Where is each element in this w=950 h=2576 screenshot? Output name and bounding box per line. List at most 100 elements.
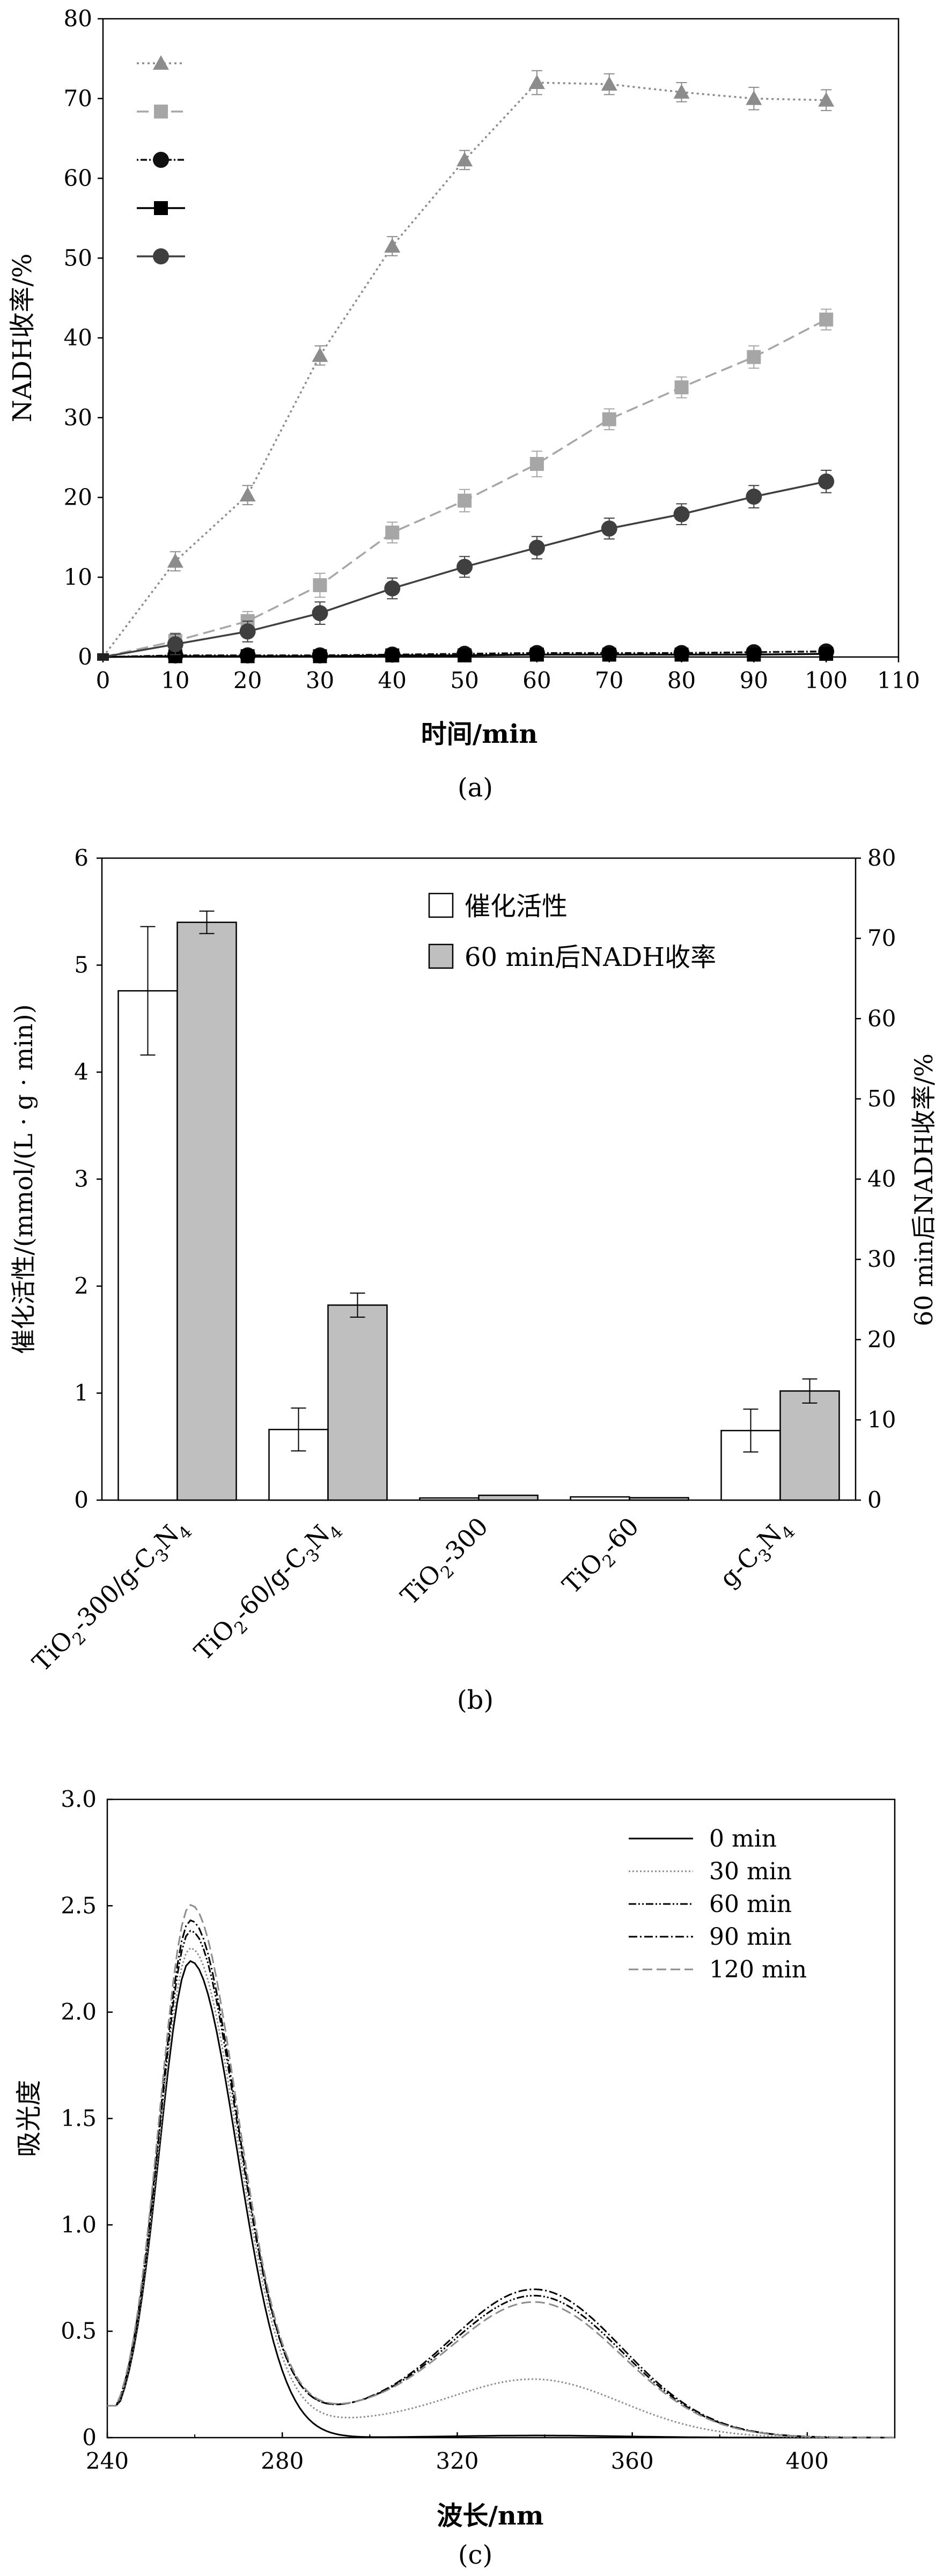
y-tick-label: 1 bbox=[74, 1380, 89, 1406]
x-tick-label: 400 bbox=[786, 2448, 829, 2474]
legend-marker bbox=[154, 201, 168, 215]
y-tick-label: 10 bbox=[64, 564, 92, 590]
y-tick-label: 1.5 bbox=[61, 2105, 97, 2131]
y-tick-label: 50 bbox=[64, 245, 92, 271]
bar-yield bbox=[327, 1304, 388, 1501]
series-line bbox=[107, 1919, 895, 2439]
bar-yield bbox=[176, 921, 237, 1501]
data-point bbox=[312, 605, 328, 622]
y2-axis-label: 60 min后NADH收率/% bbox=[909, 1053, 938, 1326]
panel-label: (c) bbox=[458, 2540, 492, 2570]
data-point bbox=[819, 312, 834, 327]
data-point bbox=[97, 653, 109, 661]
y-tick-label: 80 bbox=[64, 5, 92, 32]
data-point bbox=[313, 578, 327, 593]
data-point bbox=[529, 457, 544, 471]
x-category-label: g-C3N4 bbox=[714, 1512, 799, 1597]
x-tick-label: 240 bbox=[86, 2448, 129, 2474]
legend-marker bbox=[153, 248, 169, 264]
data-point bbox=[458, 493, 472, 508]
chart-panel-c: 0 0.5 1.0 1.5 2.0 2.5 3.0 240 280 320 360 400 波长/nm 吸… bbox=[14, 1786, 896, 2570]
bar-activity bbox=[570, 1496, 630, 1501]
data-point bbox=[167, 636, 183, 653]
x-tick-label: 30 bbox=[306, 667, 334, 693]
panel-label: (b) bbox=[457, 1685, 494, 1715]
x-tick-label: 60 bbox=[522, 667, 551, 693]
bar-yield bbox=[779, 1390, 840, 1501]
data-point bbox=[674, 647, 689, 662]
series-30-min bbox=[107, 1947, 895, 2439]
y2-tick-label: 60 bbox=[867, 1005, 896, 1031]
data-point bbox=[384, 580, 401, 597]
chart-panel-a: 0 10 20 30 40 50 60 70 80 0 10 20 30 40 50 60 70 80 90 100 1… bbox=[8, 5, 920, 803]
series-TiO2-60/g-C3N4 bbox=[97, 308, 834, 661]
y-tick-label: 5 bbox=[74, 952, 89, 978]
series-line bbox=[102, 319, 827, 658]
y-tick-label: 4 bbox=[74, 1059, 89, 1085]
y-tick-label: 1.0 bbox=[61, 2211, 97, 2238]
data-point bbox=[674, 380, 689, 395]
legend-label: 120 min bbox=[709, 1956, 807, 1983]
data-point bbox=[602, 412, 616, 426]
plot-frame bbox=[102, 18, 900, 658]
series-120-min bbox=[107, 1903, 895, 2439]
data-point bbox=[602, 647, 616, 662]
data-point bbox=[746, 489, 762, 505]
data-point bbox=[385, 648, 400, 663]
bar-yield bbox=[629, 1497, 689, 1501]
legend-marker bbox=[153, 152, 169, 168]
series-0-min bbox=[107, 1960, 895, 2439]
series-line bbox=[107, 1903, 895, 2439]
legend-label: 30 min bbox=[709, 1858, 792, 1885]
y-tick-label: 2 bbox=[74, 1273, 89, 1299]
x-tick-label: 40 bbox=[378, 667, 407, 693]
x-category-label: TiO2-60/g-C3N4 bbox=[189, 1512, 347, 1670]
y2-tick-label: 40 bbox=[867, 1166, 896, 1192]
series-60-min bbox=[107, 1930, 895, 2439]
series-line bbox=[107, 1947, 895, 2439]
x-tick-label: 10 bbox=[161, 667, 189, 693]
series-TiO2-60 bbox=[97, 647, 834, 663]
x-category-label: TiO2-300 bbox=[395, 1512, 497, 1614]
y-tick-label: 60 bbox=[64, 165, 92, 191]
data-point bbox=[385, 525, 400, 540]
y-tick-label: 3 bbox=[74, 1166, 89, 1192]
x-category-label: TiO2-60 bbox=[557, 1512, 648, 1603]
y-tick-label: 2.5 bbox=[61, 1892, 97, 1918]
data-point bbox=[239, 487, 256, 502]
data-point bbox=[818, 92, 835, 107]
legend-swatch bbox=[428, 943, 454, 969]
legend-label: 催化活性 bbox=[465, 891, 568, 921]
y-tick-label: 40 bbox=[64, 324, 92, 351]
x-tick-label: 100 bbox=[805, 667, 848, 693]
x-tick-label: 320 bbox=[436, 2448, 478, 2474]
data-point bbox=[818, 473, 835, 490]
data-point bbox=[673, 506, 690, 522]
legend-marker bbox=[153, 55, 169, 70]
data-point bbox=[239, 623, 256, 640]
x-tick-label: 360 bbox=[611, 2448, 654, 2474]
data-point bbox=[601, 76, 617, 91]
data-point bbox=[384, 238, 401, 253]
x-tick-label: 20 bbox=[233, 667, 262, 693]
series-line bbox=[107, 1930, 895, 2439]
y2-tick-label: 0 bbox=[867, 1487, 882, 1513]
y-tick-label: 0 bbox=[78, 644, 92, 670]
data-point bbox=[747, 647, 761, 662]
data-point bbox=[240, 649, 255, 663]
y2-tick-label: 20 bbox=[867, 1326, 896, 1353]
legend-marker bbox=[154, 105, 168, 119]
data-point bbox=[456, 558, 473, 575]
x-category-label: TiO2-300/g-C3N4 bbox=[27, 1512, 196, 1681]
panel-label: (a) bbox=[458, 773, 493, 803]
x-tick-label: 70 bbox=[595, 667, 623, 693]
x-tick-label: 80 bbox=[667, 667, 696, 693]
data-point bbox=[528, 540, 545, 556]
y2-tick-label: 10 bbox=[867, 1406, 896, 1433]
legend: 催化活性 60 min后NADH收率 bbox=[428, 891, 716, 972]
x-tick-label: 110 bbox=[877, 667, 920, 693]
y-tick-label: 0 bbox=[74, 1487, 89, 1513]
x-tick-label: 0 bbox=[96, 667, 111, 693]
y-tick-label: 20 bbox=[64, 484, 92, 511]
